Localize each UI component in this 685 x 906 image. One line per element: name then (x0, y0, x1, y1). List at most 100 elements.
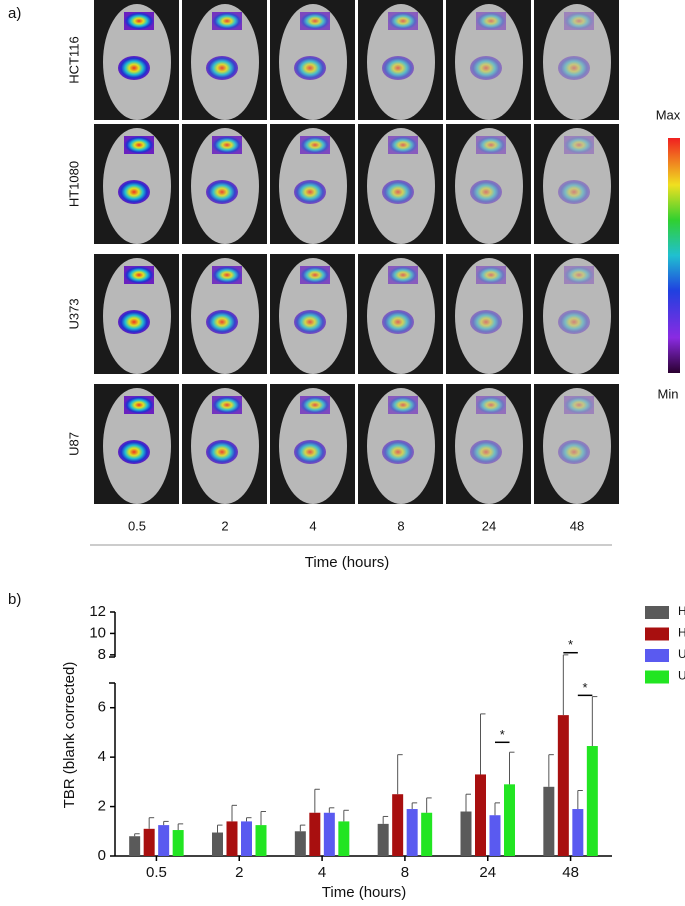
signal-top (388, 12, 418, 30)
signal-tumor (470, 310, 502, 334)
signal-tumor (118, 180, 150, 204)
signal-tumor (470, 440, 502, 464)
signal-tumor (294, 440, 326, 464)
time-label: 8 (397, 518, 404, 533)
signal-top (564, 136, 594, 154)
y-tick-label: 10 (89, 624, 106, 641)
x-axis-title: Time (hours) (305, 554, 389, 571)
legend-swatch (645, 606, 669, 619)
significance-label: * (568, 637, 573, 652)
bar (255, 825, 267, 856)
bar (226, 821, 238, 856)
y-axis-title: TBR (blank corrected) (61, 662, 78, 809)
colorbar-min: Min (658, 386, 679, 401)
bar (460, 811, 472, 856)
time-label: 48 (570, 518, 584, 533)
signal-tumor (382, 310, 414, 334)
signal-top (476, 12, 506, 30)
legend-label: HT1080 (678, 626, 685, 640)
y-tick-label: 2 (98, 798, 106, 815)
signal-top (476, 396, 506, 414)
signal-top (476, 136, 506, 154)
x-tick-label: 4 (318, 864, 326, 881)
bar (212, 832, 223, 856)
colorbar-max: Max (656, 107, 681, 122)
signal-top (300, 12, 330, 30)
bar (172, 830, 184, 856)
signal-tumor (206, 310, 238, 334)
y-tick-label: 12 (89, 603, 106, 620)
signal-tumor (206, 56, 238, 80)
signal-top (124, 266, 154, 284)
bar (406, 809, 418, 856)
signal-tumor (206, 440, 238, 464)
bar (377, 823, 389, 856)
bar (143, 828, 155, 856)
x-tick-label: 8 (401, 864, 409, 881)
signal-top (212, 12, 242, 30)
bar (158, 825, 170, 856)
bar (294, 831, 306, 856)
signal-tumor (118, 310, 150, 334)
legend-swatch (645, 627, 669, 641)
signal-top (388, 136, 418, 154)
x-axis-title: Time (hours) (322, 884, 406, 901)
bar (504, 784, 515, 856)
y-tick-label: 0 (98, 847, 106, 864)
signal-tumor (470, 56, 502, 80)
significance-label: * (583, 680, 588, 695)
signal-top (124, 396, 154, 414)
panel-label: b) (8, 591, 21, 608)
panel-label: a) (8, 5, 21, 22)
signal-tumor (558, 310, 590, 334)
bar (309, 812, 321, 856)
signal-tumor (382, 180, 414, 204)
bar (392, 794, 404, 856)
row-label: HCT116 (66, 36, 81, 83)
x-tick-label: 0.5 (146, 864, 167, 881)
legend-label: U87 (678, 669, 685, 683)
bar (489, 815, 501, 856)
signal-tumor (558, 440, 590, 464)
bar (557, 715, 569, 856)
legend-swatch (645, 670, 669, 684)
row-label: HT1080 (66, 161, 81, 207)
bar (129, 836, 141, 856)
bar (572, 809, 584, 856)
signal-top (300, 396, 330, 414)
legend-label: U373 (678, 647, 685, 661)
legend-swatch (645, 649, 669, 662)
row-label: U87 (66, 432, 81, 456)
legend-label: HCT116 (678, 604, 685, 618)
signal-top (124, 136, 154, 154)
signal-top (564, 12, 594, 30)
signal-top (212, 136, 242, 154)
signal-top (564, 396, 594, 414)
bar (586, 746, 598, 856)
signal-top (300, 266, 330, 284)
signal-tumor (558, 180, 590, 204)
signal-tumor (470, 180, 502, 204)
time-label: 4 (309, 518, 316, 533)
signal-top (388, 266, 418, 284)
x-tick-label: 24 (479, 864, 496, 881)
signal-tumor (294, 180, 326, 204)
y-tick-label: 6 (98, 699, 106, 716)
signal-tumor (294, 310, 326, 334)
y-tick-label: 8 (98, 646, 106, 663)
signal-top (388, 396, 418, 414)
signal-top (124, 12, 154, 30)
significance-label: * (500, 727, 505, 742)
signal-top (564, 266, 594, 284)
signal-tumor (118, 56, 150, 80)
x-tick-label: 48 (562, 864, 579, 881)
bar (421, 812, 433, 856)
signal-tumor (118, 440, 150, 464)
signal-tumor (206, 180, 238, 204)
signal-top (476, 266, 506, 284)
signal-top (212, 396, 242, 414)
signal-tumor (382, 440, 414, 464)
x-tick-label: 2 (235, 864, 243, 881)
bar (475, 774, 486, 856)
